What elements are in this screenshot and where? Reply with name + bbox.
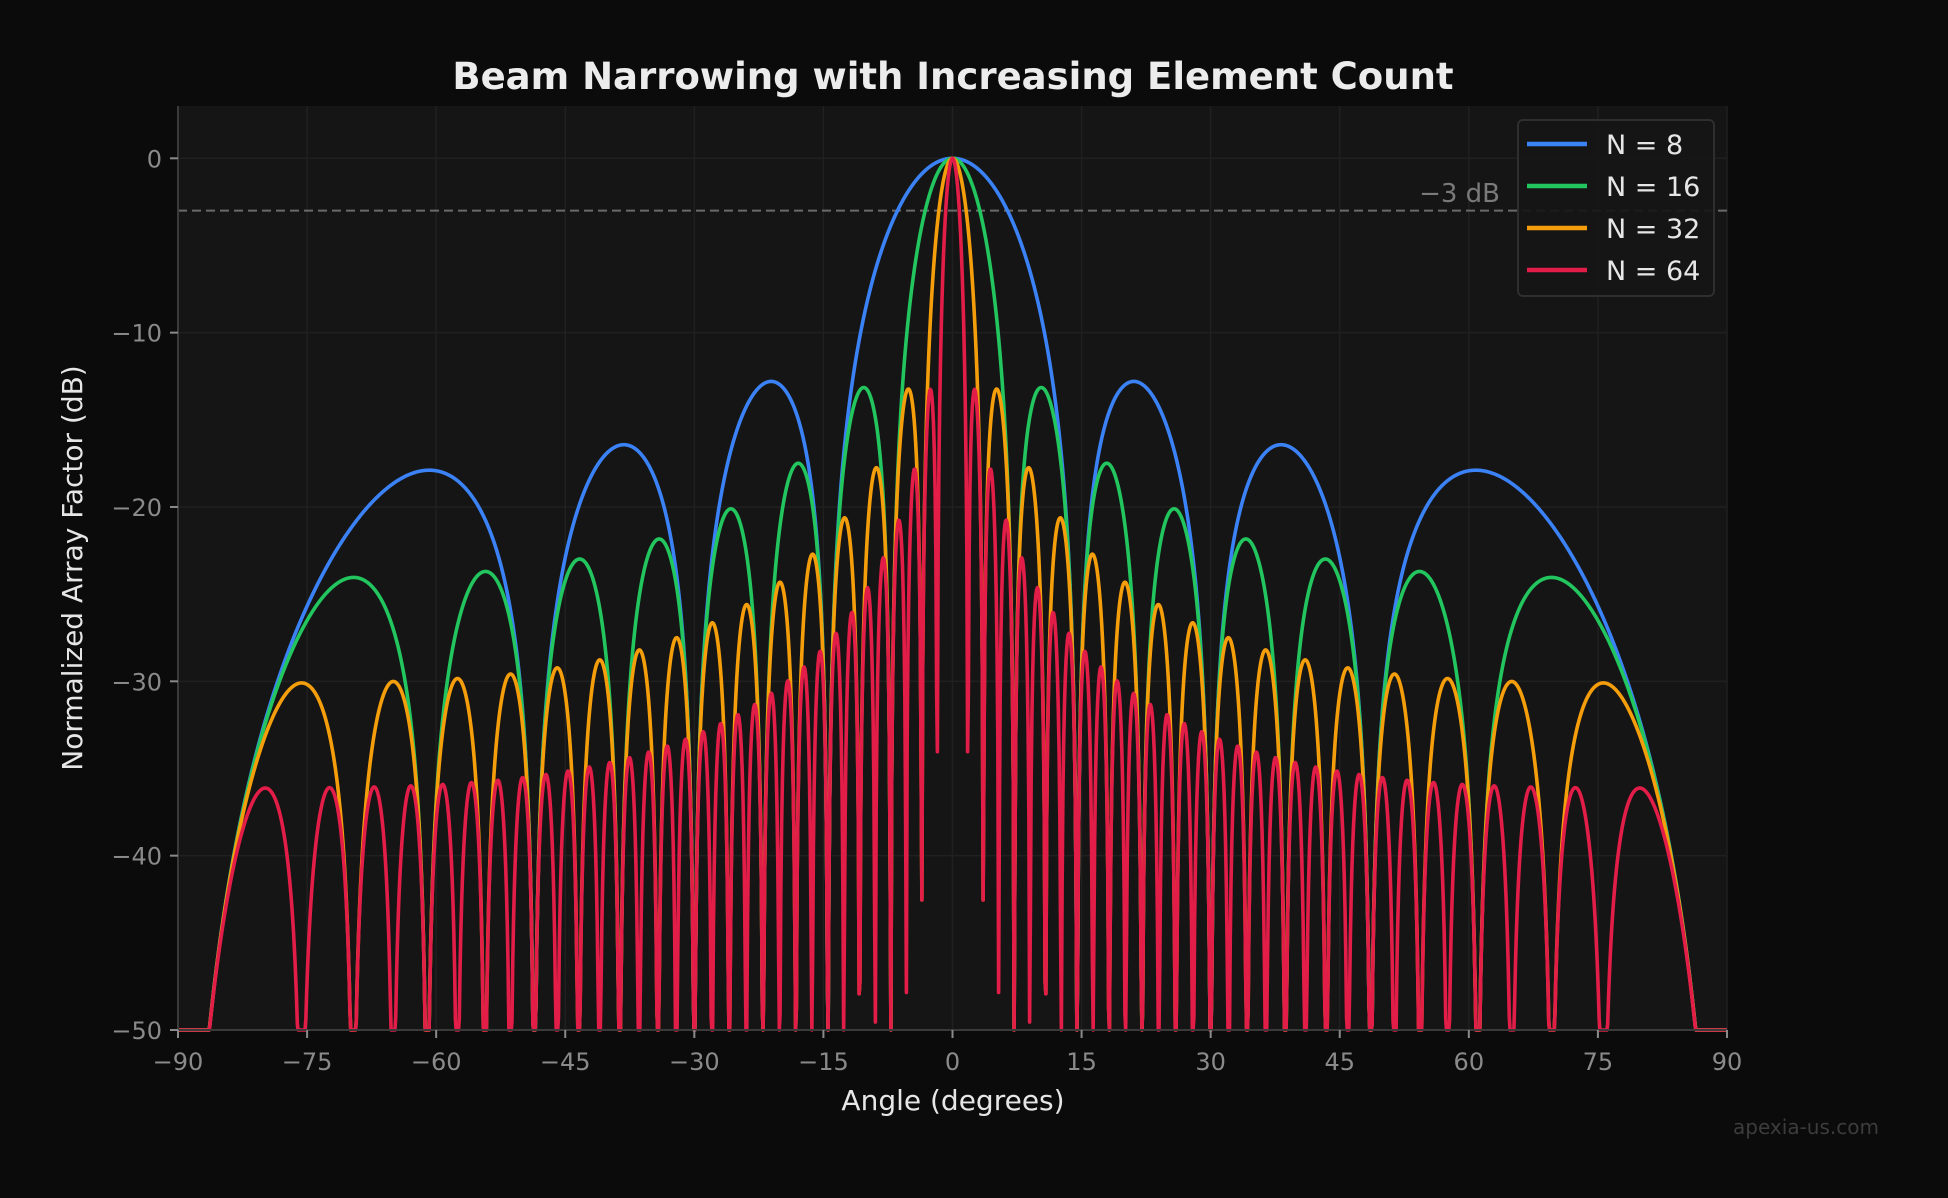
y-tick-label: 0 [147,145,162,173]
x-tick-label: 60 [1454,1048,1485,1076]
y-tick-label: −50 [111,1017,162,1045]
x-tick-label: −90 [153,1048,204,1076]
y-tick-label: −30 [111,668,162,696]
legend-label-n16: N = 16 [1606,172,1700,203]
legend-label-n8: N = 8 [1606,130,1683,161]
legend-label-n32: N = 32 [1606,214,1700,245]
x-tick-label: −60 [411,1048,462,1076]
x-tick-label: 30 [1195,1048,1226,1076]
x-tick-label: −45 [540,1048,591,1076]
y-axis-ticks: 0 −10 −20 −30 −40 −50 [111,145,178,1045]
legend: N = 8 N = 16 N = 32 N = 64 [1517,119,1715,297]
series-lines [176,156,1729,1032]
x-axis-ticks: −90 −75 −60 −45 −30 −15 0 15 30 45 60 75 90 [153,1030,1743,1076]
y-tick-label: −40 [111,843,162,871]
x-tick-label: 0 [945,1048,960,1076]
x-tick-label: −30 [669,1048,720,1076]
x-tick-label: 90 [1712,1048,1743,1076]
watermark: apexia-us.com [1733,1115,1879,1139]
x-axis-label: Angle (degrees) [841,1084,1064,1117]
chart-title: Beam Narrowing with Increasing Element C… [452,55,1453,98]
y-tick-label: −10 [111,320,162,348]
x-tick-label: −75 [282,1048,333,1076]
x-tick-label: 75 [1583,1048,1614,1076]
x-tick-label: 15 [1066,1048,1097,1076]
legend-label-n64: N = 64 [1606,256,1700,287]
reference-line-label: −3 dB [1419,179,1500,209]
x-tick-label: 45 [1324,1048,1355,1076]
x-tick-label: −15 [798,1048,849,1076]
y-axis-label: Normalized Array Factor (dB) [56,365,89,770]
series-line-n64 [176,156,1729,1032]
y-tick-label: −20 [111,494,162,522]
